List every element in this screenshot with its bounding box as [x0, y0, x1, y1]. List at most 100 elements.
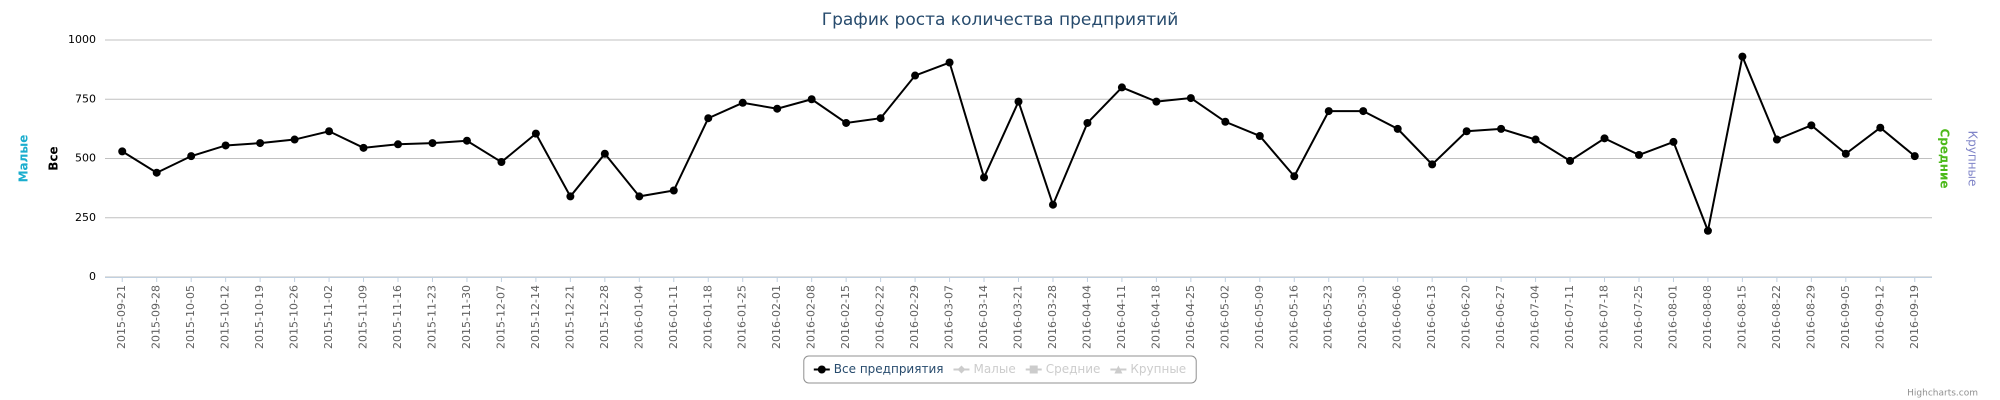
- x-tick-label: 2016-05-02: [1218, 285, 1231, 349]
- x-tick-label: 2016-03-07: [943, 285, 956, 349]
- data-point: [1152, 97, 1161, 106]
- data-point: [394, 140, 403, 149]
- x-tick-label: 2016-01-18: [701, 285, 714, 349]
- data-point: [704, 114, 713, 123]
- x-tick-label: 2016-01-11: [667, 285, 680, 349]
- data-point: [1221, 117, 1230, 126]
- x-tick-label: 2016-09-05: [1839, 285, 1852, 349]
- data-point: [1083, 118, 1092, 127]
- data-point: [738, 98, 747, 107]
- data-point: [1876, 123, 1885, 132]
- legend-box: [803, 355, 1197, 384]
- data-point: [1600, 134, 1609, 143]
- data-point: [325, 127, 334, 136]
- x-tick-label: 2016-07-04: [1529, 285, 1542, 349]
- y-tick-label: 0: [89, 270, 96, 283]
- data-point: [1841, 149, 1850, 158]
- x-tick-label: 2015-12-07: [494, 285, 507, 349]
- data-point: [118, 147, 127, 156]
- x-tick-label: 2015-09-28: [150, 285, 163, 349]
- x-tick-label: 2016-03-21: [1012, 285, 1025, 349]
- legend-item[interactable]: Крупные: [1110, 362, 1186, 376]
- data-point: [1324, 107, 1333, 116]
- x-tick-label: 2016-08-22: [1770, 285, 1783, 349]
- y-tick-label: 500: [75, 152, 96, 165]
- x-tick-label: 2016-06-20: [1460, 285, 1473, 349]
- data-point: [1186, 94, 1195, 103]
- x-tick-label: 2015-10-19: [253, 285, 266, 349]
- x-tick-label: 2016-06-13: [1425, 285, 1438, 349]
- legend-item[interactable]: Средние: [1025, 362, 1101, 376]
- data-point: [1359, 107, 1368, 116]
- data-point: [1497, 124, 1506, 133]
- data-point: [1014, 97, 1023, 106]
- x-tick-label: 2016-04-04: [1080, 285, 1093, 349]
- data-point: [256, 139, 265, 148]
- data-point: [1462, 127, 1471, 136]
- x-tick-label: 2016-08-08: [1701, 285, 1714, 349]
- data-point: [842, 118, 851, 127]
- data-point: [1393, 124, 1402, 133]
- x-tick-label: 2016-01-04: [632, 285, 645, 349]
- x-tick-label: 2016-02-22: [874, 285, 887, 349]
- data-point: [980, 173, 989, 182]
- legend: Все предприятия Малые Средние Крупные: [803, 355, 1197, 384]
- x-tick-label: 2016-08-29: [1804, 285, 1817, 349]
- legend-item[interactable]: Все предприятия: [813, 362, 944, 376]
- x-tick-label: 2016-04-25: [1184, 285, 1197, 349]
- data-point: [1669, 137, 1678, 146]
- data-point: [635, 192, 644, 201]
- x-tick-label: 2016-07-18: [1598, 285, 1611, 349]
- chart-title: График роста количества предприятий: [822, 10, 1179, 30]
- y-axis-title: Все: [47, 146, 61, 170]
- data-point: [1807, 121, 1816, 130]
- data-point: [1255, 131, 1264, 140]
- legend-symbol: [957, 365, 966, 374]
- data-point: [600, 149, 609, 158]
- x-tick-label: 2016-08-01: [1666, 285, 1679, 349]
- x-tick-label: 2016-06-27: [1494, 285, 1507, 349]
- x-tick-label: 2016-08-15: [1735, 285, 1748, 349]
- data-point: [669, 186, 678, 195]
- x-tick-label: 2016-05-30: [1356, 285, 1369, 349]
- data-point: [531, 129, 540, 138]
- x-tick-label: 2016-02-01: [770, 285, 783, 349]
- x-tick-label: 2016-02-15: [839, 285, 852, 349]
- x-tick-label: 2015-11-23: [425, 285, 438, 349]
- data-point: [1910, 152, 1919, 161]
- x-tick-label: 2015-11-09: [357, 285, 370, 349]
- data-point: [1634, 150, 1643, 159]
- y-axis-title: Крупные: [1966, 131, 1980, 187]
- data-point: [566, 192, 575, 201]
- legend-label: Средние: [1046, 362, 1101, 376]
- data-point: [1703, 226, 1712, 235]
- x-tick-label: 2015-10-12: [219, 285, 232, 349]
- x-tick-label: 2016-05-16: [1287, 285, 1300, 349]
- legend-item[interactable]: Малые: [953, 362, 1016, 376]
- x-tick-label: 2016-09-19: [1908, 285, 1921, 349]
- x-tick-label: 2016-04-18: [1149, 285, 1162, 349]
- x-tick-label: 2016-03-28: [1046, 285, 1059, 349]
- y-tick-label: 1000: [68, 33, 96, 46]
- data-point: [1566, 156, 1575, 165]
- data-point: [807, 95, 816, 104]
- data-point: [152, 168, 161, 177]
- x-tick-label: 2015-10-05: [184, 285, 197, 349]
- x-tick-label: 2015-10-26: [288, 285, 301, 349]
- x-tick-label: 2016-02-29: [908, 285, 921, 349]
- x-tick-label: 2015-12-28: [598, 285, 611, 349]
- data-point: [221, 141, 230, 150]
- data-point: [1290, 172, 1299, 181]
- data-point: [773, 104, 782, 113]
- x-tick-label: 2015-11-16: [391, 285, 404, 349]
- data-point: [945, 58, 954, 67]
- x-tick-label: 2015-09-21: [115, 285, 128, 349]
- legend-label: Крупные: [1130, 362, 1186, 376]
- data-point: [497, 158, 506, 167]
- series-line: [121, 53, 1916, 235]
- x-tick-label: 2016-07-11: [1563, 285, 1576, 349]
- y-axis-title: Малые: [17, 135, 31, 183]
- data-point: [1117, 83, 1126, 92]
- x-tick-label: 2016-04-11: [1115, 285, 1128, 349]
- credits[interactable]: Highcharts.com: [1907, 389, 1978, 399]
